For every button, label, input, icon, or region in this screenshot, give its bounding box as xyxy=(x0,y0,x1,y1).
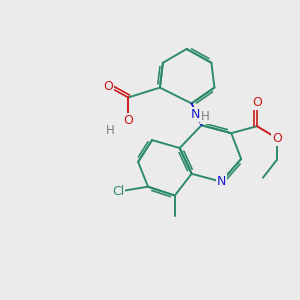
Text: Cl: Cl xyxy=(112,185,124,198)
Text: O: O xyxy=(103,80,113,93)
Text: O: O xyxy=(272,132,282,145)
Text: O: O xyxy=(123,114,133,127)
Text: H: H xyxy=(201,110,210,123)
Text: H: H xyxy=(106,124,115,137)
Text: O: O xyxy=(252,96,262,109)
Text: N: N xyxy=(191,108,200,121)
Text: N: N xyxy=(217,175,226,188)
